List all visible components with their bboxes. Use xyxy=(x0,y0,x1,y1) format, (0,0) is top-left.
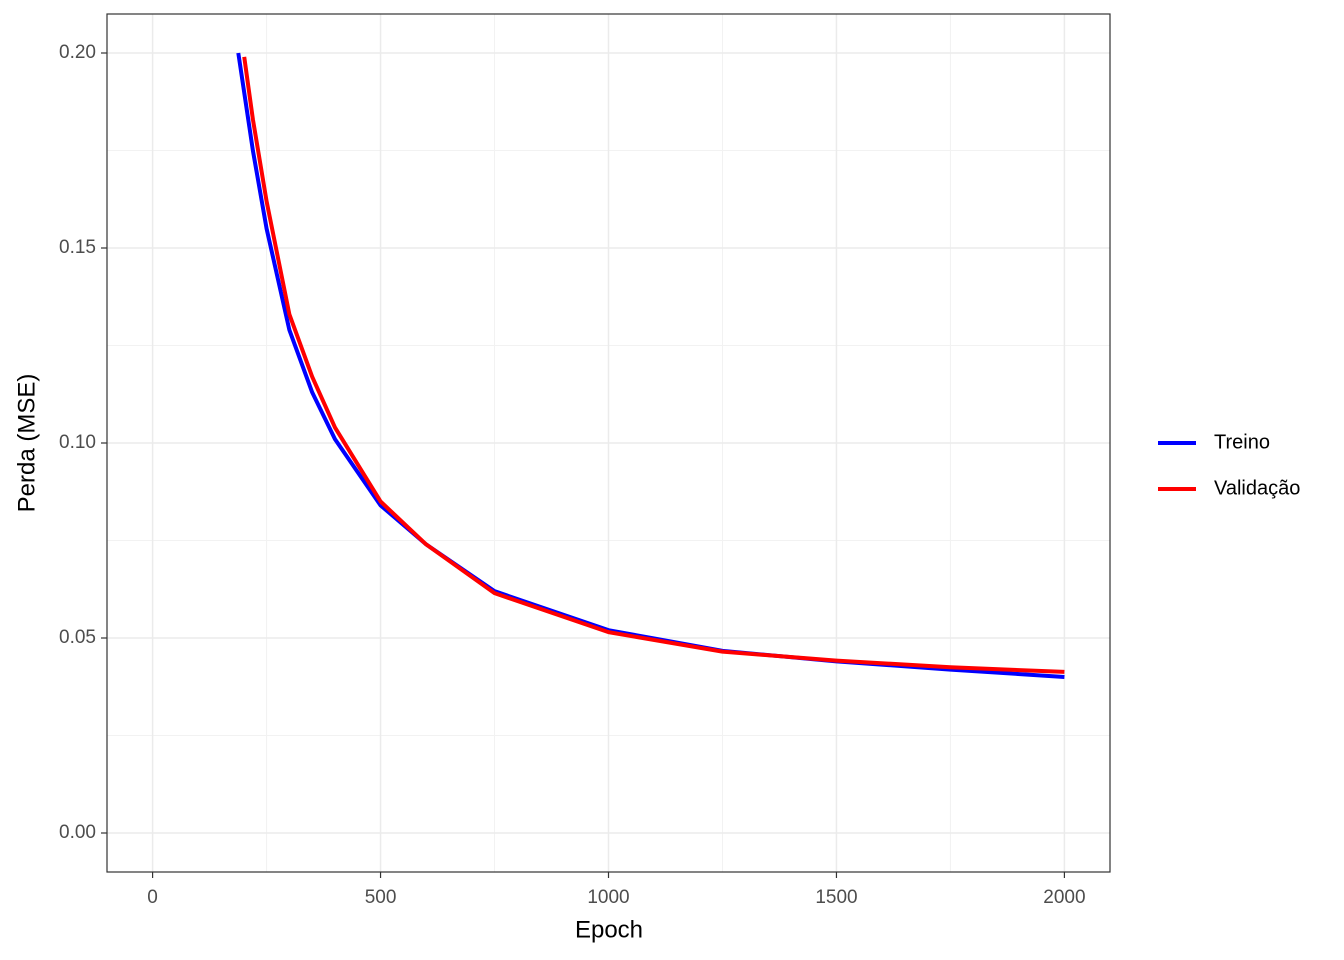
y-axis-title: Perda (MSE) xyxy=(13,374,40,513)
legend-label: Treino xyxy=(1214,431,1270,453)
x-tick-label: 1500 xyxy=(815,887,857,908)
x-tick-label: 500 xyxy=(365,887,397,908)
y-tick-label: 0.15 xyxy=(59,237,96,258)
y-tick-label: 0.05 xyxy=(59,627,96,648)
y-tick-label: 0.10 xyxy=(59,432,96,453)
x-tick-label: 2000 xyxy=(1043,887,1085,908)
line-series xyxy=(242,56,1065,674)
y-tick-label: 0.00 xyxy=(59,822,96,843)
panel-border xyxy=(106,13,1111,873)
x-tick-label: 0 xyxy=(147,887,158,908)
x-axis-title: Epoch xyxy=(575,916,643,943)
x-tick-label: 1000 xyxy=(587,887,629,908)
line-series xyxy=(236,52,1065,679)
y-tick-label: 0.20 xyxy=(59,42,96,63)
legend-label: Validação xyxy=(1214,477,1300,499)
